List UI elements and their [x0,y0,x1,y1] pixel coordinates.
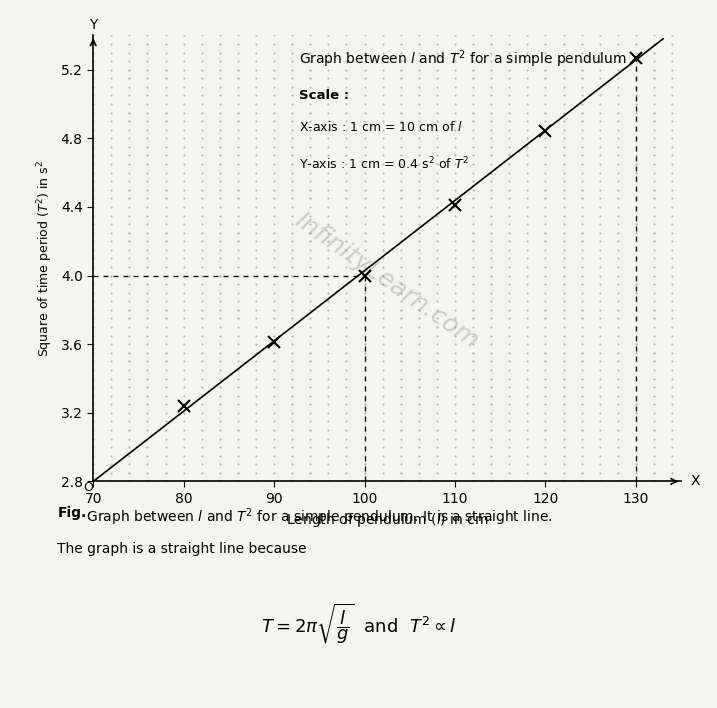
Text: InfinityLearn.com: InfinityLearn.com [291,208,483,353]
Text: Graph between $l$ and $T^{2}$ for a simple pendulum. It is a straight line.: Graph between $l$ and $T^{2}$ for a simp… [82,506,554,528]
Y-axis label: Square of time period ($T^2$) in s$^2$: Square of time period ($T^2$) in s$^2$ [36,160,55,357]
Text: O: O [83,481,93,494]
Text: $T = 2\pi\sqrt{\dfrac{l}{g}}$  and  $T^2 \propto l$: $T = 2\pi\sqrt{\dfrac{l}{g}}$ and $T^2 \… [261,602,456,646]
Text: X-axis : 1 cm = 10 cm of $l$: X-axis : 1 cm = 10 cm of $l$ [299,120,463,134]
Text: Fig.: Fig. [57,506,87,520]
Text: Graph between $l$ and $T^2$ for a simple pendulum: Graph between $l$ and $T^2$ for a simple… [299,49,627,70]
Text: Y-axis : 1 cm = 0.4 s$^2$ of $T^2$: Y-axis : 1 cm = 0.4 s$^2$ of $T^2$ [299,156,469,173]
Text: Y: Y [89,18,98,32]
Text: The graph is a straight line because: The graph is a straight line because [57,542,307,556]
Text: X: X [690,474,700,489]
Text: Scale :: Scale : [299,89,349,102]
X-axis label: Length of pendulum ($l$) in cm: Length of pendulum ($l$) in cm [286,511,488,530]
